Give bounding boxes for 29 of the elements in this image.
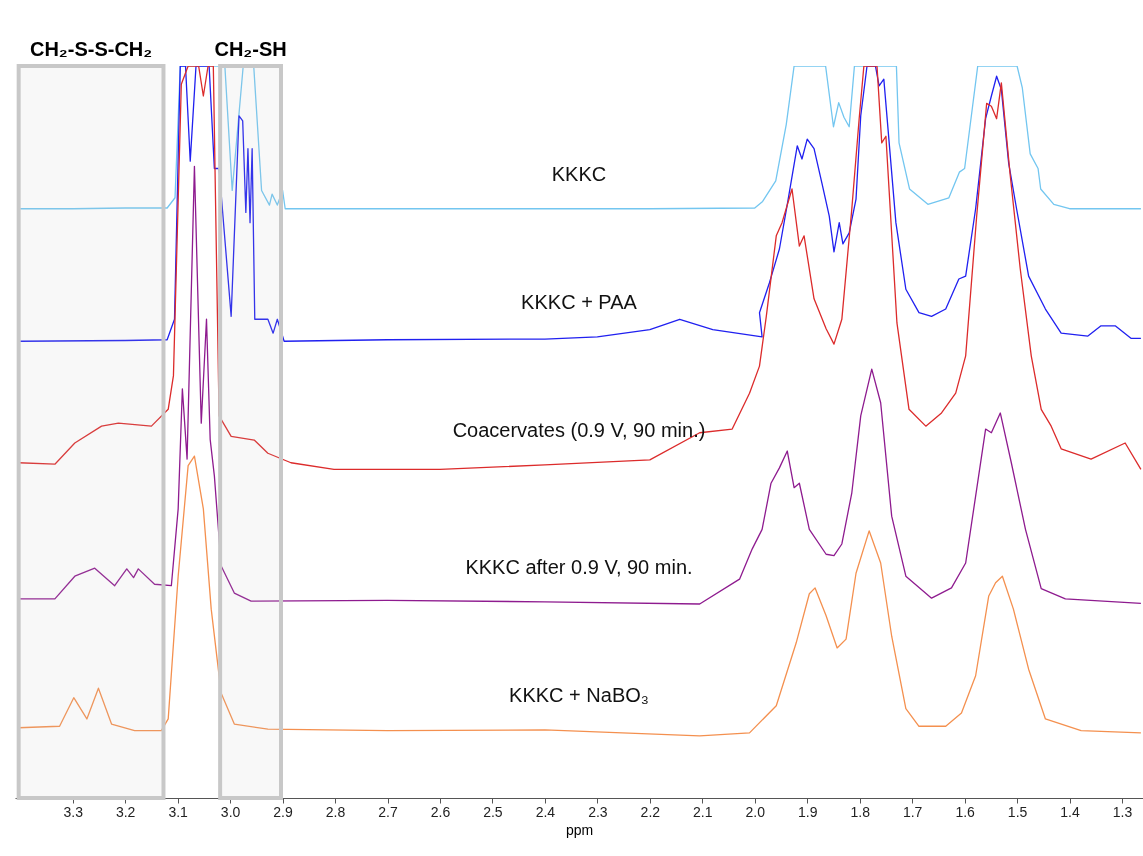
- series-label: KKKC: [551, 162, 607, 185]
- x-tick-label: 3.2: [115, 803, 136, 820]
- x-tick-label: 1.7: [902, 803, 923, 820]
- x-tick-label: 2.6: [430, 803, 451, 820]
- series-label: Coacervates (0.9 V, 90 min.): [452, 418, 706, 441]
- x-tick-label: 2.7: [378, 803, 398, 820]
- x-tick-label: 1.9: [797, 803, 818, 820]
- x-tick-label: 2.2: [640, 803, 661, 820]
- series-label: KKKC + NaBO₃: [509, 683, 649, 706]
- series-label: KKKC after 0.9 V, 90 min.: [465, 555, 693, 578]
- x-tick-label: 2.5: [483, 803, 503, 820]
- x-tick-label: 3.1: [168, 803, 189, 820]
- x-tick-label: 2.4: [535, 803, 556, 820]
- x-tick-label: 1.5: [1007, 803, 1028, 820]
- x-tick-label: 2.1: [693, 803, 713, 820]
- x-tick-label: 1.4: [1060, 803, 1080, 820]
- series-label: KKKC + PAA: [521, 290, 638, 313]
- x-axis-title: ppm: [565, 821, 594, 838]
- x-tick-label: 2.0: [745, 803, 766, 820]
- x-tick-label: 2.3: [588, 803, 608, 820]
- band-label: CH₂-S-S-CH₂: [29, 38, 153, 60]
- x-tick-label: 2.8: [325, 803, 346, 820]
- x-tick-label: 1.8: [850, 803, 871, 820]
- x-tick-label: 1.3: [1112, 803, 1133, 820]
- x-tick-label: 3.0: [220, 803, 241, 820]
- x-tick-label: 1.6: [955, 803, 976, 820]
- x-tick-label: 2.9: [273, 803, 294, 820]
- band-label: CH₂-SH: [214, 38, 287, 60]
- x-tick-label: 3.3: [63, 803, 84, 820]
